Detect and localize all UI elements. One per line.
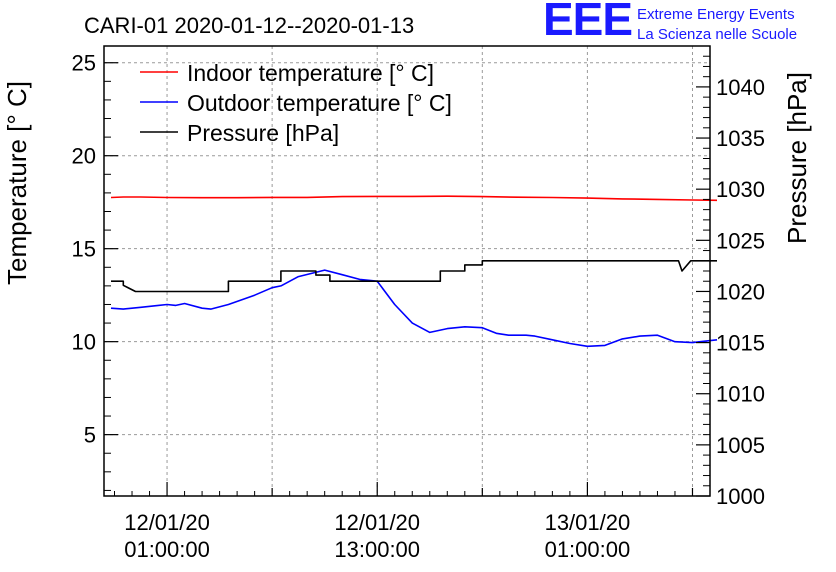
x-tick-label-time: 13:00:00 xyxy=(334,537,420,562)
eee-logo: EEE Extreme Energy Events La Scienza nel… xyxy=(543,0,835,48)
x-tick-label-date: 13/01/20 xyxy=(545,510,631,535)
y-tick-label: 10 xyxy=(72,330,96,355)
x-tick-label-date: 12/01/20 xyxy=(124,510,210,535)
legend-label-outdoor: Outdoor temperature [° C] xyxy=(187,90,452,116)
grid xyxy=(104,46,710,496)
chart-title: CARI-01 2020-01-12--2020-01-13 xyxy=(84,13,414,38)
x-tick-label-date: 12/01/20 xyxy=(334,510,420,535)
legend-label-indoor: Indoor temperature [° C] xyxy=(187,60,434,86)
y2-tick-label: 1025 xyxy=(716,228,765,253)
y2-tick-label: 1000 xyxy=(716,484,765,509)
y-axis-label: Temperature [° C] xyxy=(2,81,32,285)
y-tick-label: 20 xyxy=(72,144,96,169)
y2-tick-label: 1030 xyxy=(716,177,765,202)
x-tick-label-time: 01:00:00 xyxy=(124,537,210,562)
y2-tick-label: 1035 xyxy=(716,126,765,151)
axis-layer: 5101520251000100510101015102010251030103… xyxy=(72,45,765,562)
series-layer xyxy=(110,195,718,348)
y2-tick-label: 1040 xyxy=(716,75,765,100)
eee-logo-mark: EEE xyxy=(543,0,633,45)
y2-tick-label: 1010 xyxy=(716,382,765,407)
logo-line-1: Extreme Energy Events xyxy=(637,6,795,23)
y2-tick-label: 1005 xyxy=(716,433,765,458)
y2-axis-label: Pressure [hPa] xyxy=(782,72,812,244)
y-tick-label: 15 xyxy=(72,237,96,262)
y-tick-label: 5 xyxy=(84,423,96,448)
legend: Indoor temperature [° C] Outdoor tempera… xyxy=(140,60,452,146)
y2-tick-label: 1020 xyxy=(716,279,765,304)
logo-line-2: La Scienza nelle Scuole xyxy=(637,26,798,43)
y2-tick-label: 1015 xyxy=(716,331,765,356)
series-outdoor-temperature xyxy=(110,269,718,348)
legend-label-pressure: Pressure [hPa] xyxy=(187,120,339,146)
series-indoor-temperature xyxy=(110,195,718,202)
series-pressure xyxy=(111,259,717,293)
x-tick-label-time: 01:00:00 xyxy=(545,537,631,562)
y-tick-label: 25 xyxy=(72,51,96,76)
